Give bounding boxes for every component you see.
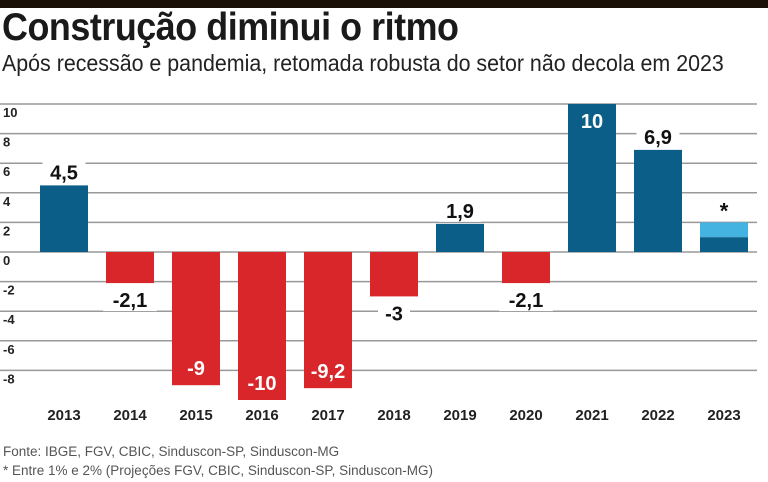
x-tick-label: 2020 — [509, 407, 542, 424]
x-tick-label: 2019 — [443, 407, 476, 424]
bar-2019 — [436, 223, 484, 252]
y-tick-label: -8 — [3, 371, 15, 386]
y-tick-label: 2 — [3, 223, 10, 238]
x-tick-label: 2013 — [47, 407, 80, 424]
bar-2017 — [304, 252, 352, 389]
source-note: Fonte: IBGE, FGV, CBIC, Sinduscon-SP, Si… — [3, 444, 340, 459]
bar-2014 — [106, 252, 154, 284]
y-tick-label: 10 — [3, 105, 17, 120]
data-label-bg — [378, 300, 410, 325]
x-tick-label: 2018 — [377, 407, 410, 424]
bar-2015 — [172, 252, 220, 386]
data-label: -2,1 — [113, 290, 147, 312]
x-tick-label: 2016 — [245, 407, 278, 424]
y-tick-label: -6 — [3, 342, 15, 357]
bar-2023 — [700, 237, 748, 252]
data-label: -9 — [187, 358, 205, 380]
data-label-bg — [103, 287, 157, 312]
x-tick-label: 2015 — [179, 407, 212, 424]
data-label: -2,1 — [509, 290, 543, 312]
data-label: 10 — [581, 111, 603, 133]
data-label-bg — [499, 287, 553, 312]
bar-2020 — [502, 252, 550, 284]
data-label: * — [720, 198, 729, 223]
top-rule — [0, 0, 768, 8]
data-label: 4,5 — [50, 162, 78, 184]
data-label: 1,9 — [446, 201, 474, 223]
y-tick-label: -2 — [3, 283, 15, 298]
chart-title: Construção diminui o ritmo — [2, 6, 459, 49]
data-label: -9,2 — [311, 361, 345, 383]
bar-2018 — [370, 252, 418, 297]
y-tick-label: 8 — [3, 135, 10, 150]
bar-2013 — [40, 185, 88, 252]
x-tick-label: 2017 — [311, 407, 344, 424]
bar-2022 — [634, 149, 682, 252]
x-tick-label: 2023 — [707, 407, 740, 424]
x-tick-label: 2022 — [641, 407, 674, 424]
data-label-bg — [42, 159, 86, 184]
data-label: -10 — [248, 373, 277, 395]
bar-2021 — [568, 104, 616, 252]
x-tick-label: 2021 — [575, 407, 608, 424]
data-label-bg — [636, 123, 680, 148]
data-label: -3 — [385, 303, 403, 325]
projection-note: * Entre 1% e 2% (Projeções FGV, CBIC, Si… — [3, 463, 433, 478]
data-label-bg — [438, 197, 482, 222]
bar-2016 — [238, 252, 286, 400]
y-tick-label: -4 — [3, 312, 15, 327]
y-tick-label: 0 — [3, 253, 10, 268]
chart-subtitle: Após recessão e pandemia, retomada robus… — [2, 50, 724, 76]
y-tick-label: 6 — [3, 164, 10, 179]
y-tick-label: 4 — [3, 194, 11, 209]
bar-projection-range — [700, 222, 748, 238]
x-tick-label: 2014 — [113, 407, 147, 424]
data-label: 6,9 — [644, 127, 672, 149]
bar-chart: 10 8 6 4 2 0 -2 -4 -6 -8 4,5 2013 -2,1 2014 -9 2015 -10 2… — [0, 103, 757, 424]
